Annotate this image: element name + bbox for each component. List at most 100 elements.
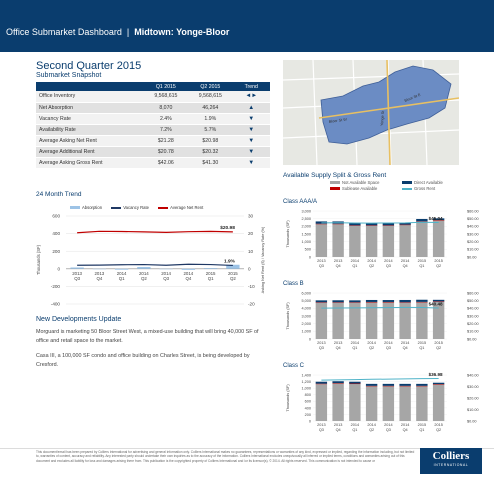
sublease-bar	[399, 385, 411, 387]
logo-wordmark: Colliers	[432, 450, 470, 462]
gross-rent-annotation: $36.98	[429, 372, 443, 377]
map-label-yonge: Yonge St	[380, 110, 385, 126]
not-available-bar	[332, 302, 344, 339]
map-label-bloor-east: Bloor St E	[404, 93, 422, 103]
not-available-bar	[382, 225, 395, 257]
direct-available-bar	[416, 383, 428, 386]
trend-legend: Absorption Vacancy Rate Average Net Rent	[70, 205, 211, 210]
sublease-bar	[382, 225, 395, 226]
trend-flat-icon: ◄►	[232, 91, 270, 103]
trend-down-icon: ▼	[232, 146, 270, 158]
not-available-bar	[349, 225, 361, 257]
snapshot-header-row: Q1 2015 Q2 2015 Trend	[36, 82, 270, 91]
y-axis-label: Thousands (SF)	[36, 244, 41, 275]
not-available-bar	[432, 384, 445, 421]
x-tick-label: Q3	[163, 276, 169, 281]
direct-available-bar	[399, 299, 411, 303]
x-tick-label: 2014	[117, 271, 127, 276]
row-q2: 46,264	[188, 102, 233, 114]
y2-tick-label: 30	[248, 214, 254, 219]
gross-rent-annotation: $45.04	[429, 216, 443, 221]
development-paragraph: Casa III, a 100,000 SF condo and office …	[36, 353, 250, 368]
row-q2: 9,568,615	[188, 91, 233, 103]
x-tick-label: 2013	[317, 423, 325, 427]
not-available-bar	[432, 220, 445, 257]
x-tick-label: 2014	[351, 259, 359, 263]
x-tick-label: Q4	[403, 346, 408, 350]
legend-sublease-available: Sublease Available	[330, 186, 377, 191]
submarket-region	[320, 65, 452, 145]
x-tick-label: 2015	[418, 341, 426, 345]
x-tick-label: 2013	[94, 271, 104, 276]
y2-tick-label: $10.00	[467, 408, 479, 412]
legend-swatch	[402, 181, 412, 185]
legend-label: Sublease Available	[342, 186, 378, 191]
row-q2: 5.7%	[188, 124, 233, 136]
sublease-bar	[416, 385, 428, 387]
not-available-bar	[416, 221, 428, 257]
y2-tick-label: $40.00	[467, 225, 479, 229]
x-tick-label: Q1	[208, 276, 214, 281]
table-row: Availability Rate 7.2% 5.7% ▼	[36, 124, 270, 136]
not-available-bar	[399, 224, 411, 257]
vacancy-annotation: 1.9%	[224, 258, 236, 264]
x-tick-label: 2013	[334, 259, 342, 263]
header-title-line: Office Submarket Dashboard | Midtown: Yong…	[6, 27, 229, 37]
y2-tick-label: $20.00	[467, 240, 479, 244]
x-tick-label: 2015	[434, 423, 442, 427]
y-tick-label: 2,500	[301, 217, 311, 221]
not-available-bar	[399, 386, 411, 421]
trend-down-icon: ▼	[232, 124, 270, 136]
x-tick-label: 2013	[317, 341, 325, 345]
class-aaa-chart: 0 500 1,000 1,500 2,000 2,500 3,000 $0.00 $10.00…	[286, 209, 479, 268]
direct-available-bar	[332, 381, 344, 384]
y-tick-label: 500	[305, 248, 311, 252]
net-rent-annotation: $20.98	[220, 225, 235, 231]
sublease-bar	[399, 302, 411, 303]
absorption-bar	[181, 268, 196, 270]
table-row: Office Inventory 9,568,615 9,568,615 ◄►	[36, 91, 270, 103]
row-q2: 1.9%	[188, 113, 233, 125]
y2-tick-label: -10	[248, 284, 255, 289]
x-tick-label: 2015	[434, 259, 442, 263]
absorption-bar	[137, 267, 151, 269]
direct-available-bar	[399, 383, 411, 386]
y-tick-label: 0	[309, 419, 311, 423]
legend-net-rent: Average Net Rent	[158, 205, 203, 210]
x-tick-label: Q3	[319, 428, 324, 432]
direct-available-bar	[432, 299, 445, 302]
y-tick-label: 1,000	[301, 387, 311, 391]
direct-available-bar	[382, 383, 395, 386]
header-band: Office Submarket Dashboard | Midtown: Yong…	[0, 0, 494, 52]
y-tick-label: 2,000	[301, 225, 311, 229]
y2-tick-label: $0.00	[467, 419, 477, 423]
class-aaa-title: Class AAA/A	[283, 199, 318, 205]
x-tick-label: 2013	[317, 259, 325, 263]
x-tick-label: 2014	[367, 259, 375, 263]
not-available-bar	[349, 383, 361, 421]
not-available-bar	[365, 225, 378, 257]
x-tick-label: 2015	[418, 259, 426, 263]
submarket-name: Midtown: Yonge-Bloor	[134, 27, 230, 37]
y2-tick-label: $50.00	[467, 299, 479, 303]
y-tick-label: 800	[305, 393, 311, 397]
y-tick-label: 0	[309, 337, 311, 341]
y-tick-label: 2,000	[301, 322, 311, 326]
x-tick-label: 2015	[434, 341, 442, 345]
gross-rent-line	[321, 377, 439, 381]
row-label: Net Absorption	[36, 102, 144, 114]
direct-available-bar	[349, 300, 361, 303]
gross-rent-line	[321, 306, 439, 309]
sublease-bar	[416, 301, 428, 303]
y2-tick-label: $60.00	[467, 291, 479, 295]
x-tick-label: 2013	[72, 271, 82, 276]
row-q2: $20.98	[188, 135, 233, 147]
colliers-logo: Colliers INTERNATIONAL	[420, 448, 482, 474]
x-tick-label: 2014	[401, 259, 409, 263]
y-tick-label: 4,000	[301, 307, 311, 311]
sublease-bar	[349, 383, 361, 385]
not-available-bar	[382, 386, 395, 421]
y-tick-label: 1,400	[301, 373, 311, 377]
row-label: Vacancy Rate	[36, 113, 144, 125]
x-tick-label: 2013	[334, 341, 342, 345]
